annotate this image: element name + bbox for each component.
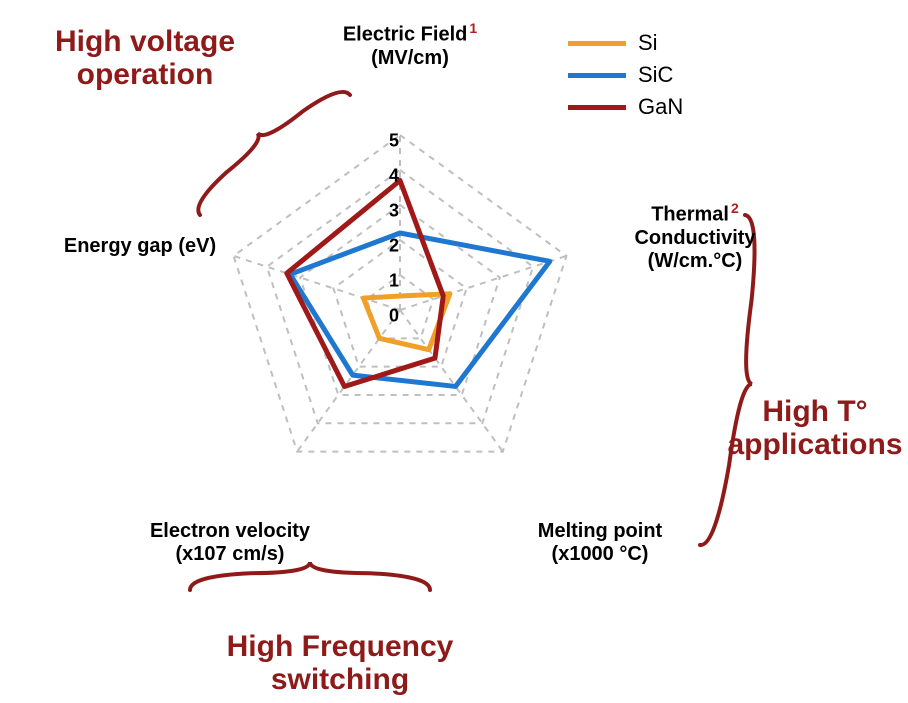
axis-label-electron-velocity: Electron velocity (x107 cm/s) [130,520,330,566]
legend: Si SiC GaN [568,30,683,126]
legend-swatch-sic [568,73,626,78]
legend-swatch-gan [568,105,626,110]
scale-tick-4: 4 [389,166,399,187]
scale-tick-1: 1 [389,271,399,292]
legend-label-gan: GaN [638,94,683,120]
axis-label-melting-point: Melting point (x1000 °C) [510,520,690,566]
annotation-high-temp: High T° applications [720,395,908,461]
legend-item-gan: GaN [568,94,683,120]
legend-item-sic: SiC [568,62,683,88]
legend-label-sic: SiC [638,62,673,88]
legend-swatch-si [568,41,626,46]
scale-tick-3: 3 [389,201,399,222]
legend-item-si: Si [568,30,683,56]
annotation-high-voltage: High voltage operation [30,25,260,91]
scale-tick-5: 5 [389,131,399,152]
scale-tick-0: 0 [389,306,399,327]
legend-label-si: Si [638,30,658,56]
axis-label-electric-field: Electric Field1 (MV/cm) [320,20,500,70]
axis-label-thermal-conductivity: Thermal2 Conductivity (W/cm.°C) [610,200,780,273]
radar-chart-container: 0 1 2 3 4 5 Electric Field1 (MV/cm) Thermal2 … [0,0,908,703]
axis-label-energy-gap: Energy gap (eV) [50,235,230,258]
radar-svg [0,0,908,703]
scale-tick-2: 2 [389,236,399,257]
annotation-high-freq: High Frequency switching [200,630,480,696]
